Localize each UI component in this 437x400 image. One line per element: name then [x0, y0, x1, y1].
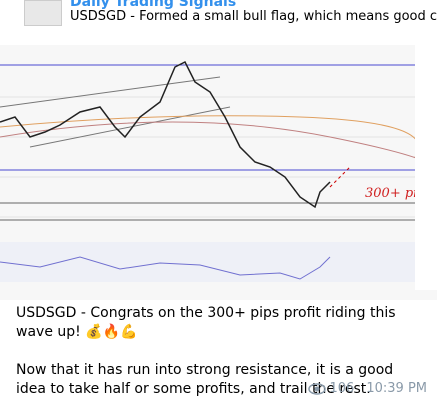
- message-line: USDSGD - Congrats on the 300+ pips profi…: [16, 305, 396, 340]
- message-meta: 106 10:39 PM: [307, 381, 427, 396]
- reply-preview[interactable]: USDSGD - Formed a small bull flag, which…: [70, 9, 437, 24]
- message-line: Now that it has run into strong resistan…: [16, 362, 394, 397]
- reply-channel[interactable]: Daily Trading Signals: [70, 0, 237, 10]
- views-icon: [307, 382, 326, 395]
- time: 10:39 PM: [366, 381, 427, 396]
- reply-bar: [0, 0, 437, 32]
- views: 106: [329, 381, 355, 396]
- chart-image[interactable]: 300+ pips!: [0, 37, 437, 300]
- message-text: USDSGD - Congrats on the 300+ pips profi…: [16, 304, 426, 399]
- reply-thumbnail[interactable]: [24, 0, 62, 26]
